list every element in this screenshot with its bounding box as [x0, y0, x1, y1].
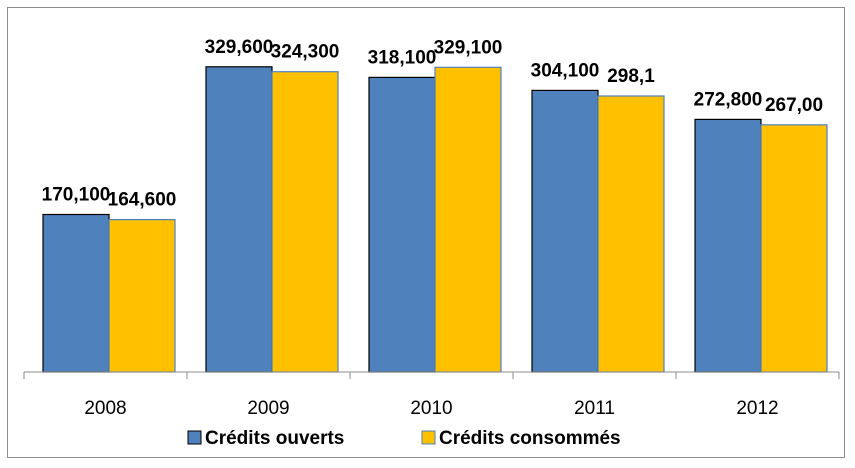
- data-label-consommes-2011: 298,1: [607, 66, 655, 87]
- x-tick-label-2008: 2008: [84, 398, 126, 419]
- legend-swatch-credits-ouverts: [187, 430, 202, 445]
- data-label-consommes-2012: 267,00: [765, 95, 823, 116]
- bar-ouverts-2010: [368, 76, 436, 373]
- bar-ouverts-2012: [694, 118, 762, 373]
- bar-ouverts-2009: [205, 66, 273, 373]
- bar-consommes-2011: [597, 95, 665, 373]
- data-label-consommes-2008: 164,600: [108, 190, 177, 211]
- bars-layer: [42, 66, 828, 373]
- data-label-consommes-2009: 324,300: [271, 42, 340, 63]
- legend-label-credits-consommes: Crédits consommés: [439, 428, 621, 449]
- bar-ouverts-2011: [531, 89, 599, 373]
- legend-swatch-credits-consommes: [421, 430, 436, 445]
- data-label-consommes-2010: 329,100: [434, 37, 503, 58]
- bar-consommes-2008: [108, 219, 176, 373]
- bar-consommes-2010: [434, 66, 502, 373]
- x-tick-label-2012: 2012: [736, 398, 778, 419]
- data-label-ouverts-2008: 170,100: [42, 185, 111, 206]
- x-tick-label-2011: 2011: [574, 398, 615, 419]
- data-label-ouverts-2010: 318,100: [368, 47, 437, 68]
- data-label-ouverts-2011: 304,100: [531, 60, 600, 81]
- bar-consommes-2012: [760, 124, 828, 373]
- bar-ouverts-2008: [42, 213, 110, 373]
- bar-consommes-2009: [271, 71, 339, 373]
- legend: Crédits ouverts Crédits consommés: [187, 428, 621, 449]
- data-label-ouverts-2012: 272,800: [694, 89, 763, 110]
- x-axis-ticks: 2008 2009 2010 2011 2012: [23, 372, 840, 419]
- legend-label-credits-ouverts: Crédits ouverts: [205, 428, 344, 449]
- data-label-ouverts-2009: 329,600: [205, 37, 274, 58]
- x-tick-label-2010: 2010: [410, 398, 452, 419]
- x-tick-label-2009: 2009: [247, 398, 289, 419]
